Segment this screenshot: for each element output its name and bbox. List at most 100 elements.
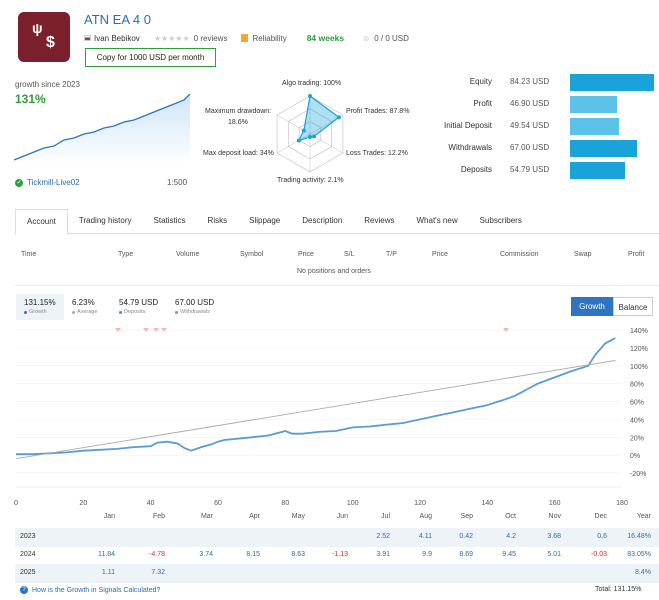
growth-chart: 140% 120% 100% 80% 60% 40% 20% 0% -20% 0 20 40 60 80 1… bbox=[14, 328, 648, 507]
equity-bar bbox=[570, 162, 625, 179]
withdrawal-marker bbox=[503, 328, 509, 332]
reviews-link[interactable]: 0 reviews bbox=[193, 33, 228, 43]
stat-key-label: Growth bbox=[29, 309, 47, 315]
reliability-label: Reliability bbox=[252, 33, 287, 43]
withdrawal-marker bbox=[115, 328, 121, 332]
x-tick-label: 80 bbox=[281, 500, 289, 507]
month-header: May bbox=[291, 513, 305, 520]
month-cell: 3.74 bbox=[199, 551, 213, 558]
reliability-icon bbox=[241, 34, 249, 42]
stat-item: 131.15% Growth bbox=[24, 298, 56, 315]
equity-value: 67.00 USD bbox=[510, 143, 550, 152]
copy-signal-button[interactable]: Copy for 1000 USD per month bbox=[85, 48, 216, 67]
stat-item: 67.00 USD Withdrawals bbox=[175, 298, 214, 315]
month-header: Jun bbox=[336, 513, 348, 520]
radar-point bbox=[301, 128, 306, 133]
y-tick-label: 100% bbox=[630, 364, 648, 371]
radar-point bbox=[308, 94, 312, 98]
tab-trading-history[interactable]: Trading history bbox=[78, 216, 132, 225]
month-cell: 8.69 bbox=[459, 551, 473, 558]
month-cell: 9.45 bbox=[502, 551, 516, 558]
radar-label-drawdown: Maximum drawdown: bbox=[205, 108, 272, 115]
year-label: 2023 bbox=[20, 533, 36, 540]
tab-reviews[interactable]: Reviews bbox=[364, 216, 395, 225]
positions-col-header: Symbol bbox=[240, 251, 264, 258]
equity-bar bbox=[570, 74, 654, 91]
stat-key-label: Deposits bbox=[124, 309, 146, 315]
author-link[interactable]: Ivan Bebikov bbox=[94, 33, 140, 43]
equity-value: 46.90 USD bbox=[510, 99, 550, 108]
equity-bar bbox=[570, 118, 620, 135]
month-cell: 2.52 bbox=[376, 533, 390, 540]
stat-key: Deposits bbox=[119, 309, 158, 315]
positions-col-header: Price bbox=[432, 251, 448, 258]
no-positions-text: No positions and orders bbox=[297, 268, 371, 275]
broker-name[interactable]: Tickmill-Live02 bbox=[27, 178, 80, 187]
tab-risks[interactable]: Risks bbox=[207, 216, 228, 225]
verified-check-icon: ✓ bbox=[15, 178, 23, 187]
x-tick-label: 20 bbox=[79, 500, 87, 507]
equity-row: Initial Deposit 49.54 USD bbox=[420, 118, 659, 135]
month-cell: 5.01 bbox=[547, 551, 561, 558]
signal-title[interactable]: ATN EA 4 0 bbox=[84, 12, 151, 27]
month-cell: 0.6 bbox=[597, 533, 607, 540]
broker-info[interactable]: ✓ Tickmill-Live02 bbox=[15, 178, 80, 187]
month-cell: 3.68 bbox=[547, 533, 561, 540]
tab-what-s-new[interactable]: What's new bbox=[416, 216, 458, 225]
balance-toggle-button[interactable]: Balance bbox=[613, 297, 653, 316]
tab-description[interactable]: Description bbox=[302, 216, 343, 225]
withdrawal-marker bbox=[153, 328, 159, 332]
y-tick-label: 60% bbox=[630, 400, 644, 407]
radar-label-profit-trades: Profit Trades: 87.8% bbox=[346, 108, 410, 115]
help-link-text[interactable]: How is the Growth in Signals Calculated? bbox=[32, 586, 161, 594]
help-icon: ? bbox=[20, 586, 28, 594]
stat-key-label: Withdrawals bbox=[180, 309, 210, 315]
month-header: Oct bbox=[505, 513, 516, 520]
risk-radar-chart bbox=[276, 94, 344, 173]
month-cell: 9.9 bbox=[422, 551, 432, 558]
month-header-row: Jan Feb Mar Apr May Jun Jul Aug Sep Oct Nov Dec Year bbox=[15, 509, 659, 528]
positions-col-header: Price bbox=[298, 251, 314, 258]
subscribers-icon: ☺ bbox=[362, 33, 371, 43]
month-cell: -0.03 bbox=[591, 551, 607, 558]
radar-label-loss-trades: Loss Trades: 12.2% bbox=[346, 150, 408, 157]
month-header: Jul bbox=[381, 513, 390, 520]
tab-bar: Account Trading history Statistics Risks Sli… bbox=[15, 209, 659, 235]
withdrawal-marker bbox=[143, 328, 149, 332]
y-tick-label: -20% bbox=[630, 471, 646, 478]
growth-toggle-button[interactable]: Growth bbox=[571, 297, 613, 316]
x-tick-label: 40 bbox=[147, 500, 155, 507]
tab-subscribers[interactable]: Subscribers bbox=[479, 216, 522, 225]
month-cell: 83.05% bbox=[627, 551, 651, 558]
radar-point bbox=[336, 115, 341, 120]
month-header: Aug bbox=[419, 513, 432, 520]
year-row: 2025 1.11 7.32 8.4% bbox=[15, 564, 659, 583]
radar-point bbox=[312, 134, 317, 139]
month-cell: 4.2 bbox=[506, 533, 516, 540]
month-cell: -1.13 bbox=[332, 551, 348, 558]
x-tick-label: 100 bbox=[347, 500, 359, 507]
equity-row: Deposits 54.79 USD bbox=[420, 162, 659, 179]
month-cell: 8.15 bbox=[246, 551, 260, 558]
growth-series-line bbox=[16, 337, 616, 456]
y-tick-label: 80% bbox=[630, 382, 644, 389]
stat-item: 6.23% Average bbox=[72, 298, 97, 315]
month-header: Mar bbox=[200, 513, 213, 520]
tab-statistics[interactable]: Statistics bbox=[153, 216, 186, 225]
withdrawal-marker bbox=[161, 328, 167, 332]
positions-col-header: S/L bbox=[344, 251, 355, 258]
month-header: Nov bbox=[548, 513, 561, 520]
month-cell: 3.91 bbox=[376, 551, 390, 558]
year-label: 2024 bbox=[20, 551, 36, 558]
month-cell: 11.84 bbox=[98, 551, 115, 558]
positions-col-header: Time bbox=[21, 251, 37, 258]
tab-account[interactable]: Account bbox=[15, 209, 68, 235]
rating-stars-icon: ★★★★★ bbox=[153, 33, 190, 43]
tab-slippage[interactable]: Slippage bbox=[249, 216, 281, 225]
month-header: Dec bbox=[594, 513, 607, 520]
radar-label-deposit-load: Max deposit load: 34% bbox=[203, 150, 274, 157]
month-header: Feb bbox=[152, 513, 165, 520]
x-tick-label: 180 bbox=[616, 500, 628, 507]
weeks-count: 84 weeks bbox=[306, 33, 345, 43]
growth-help-link[interactable]: ? How is the Growth in Signals Calculate… bbox=[20, 586, 160, 594]
